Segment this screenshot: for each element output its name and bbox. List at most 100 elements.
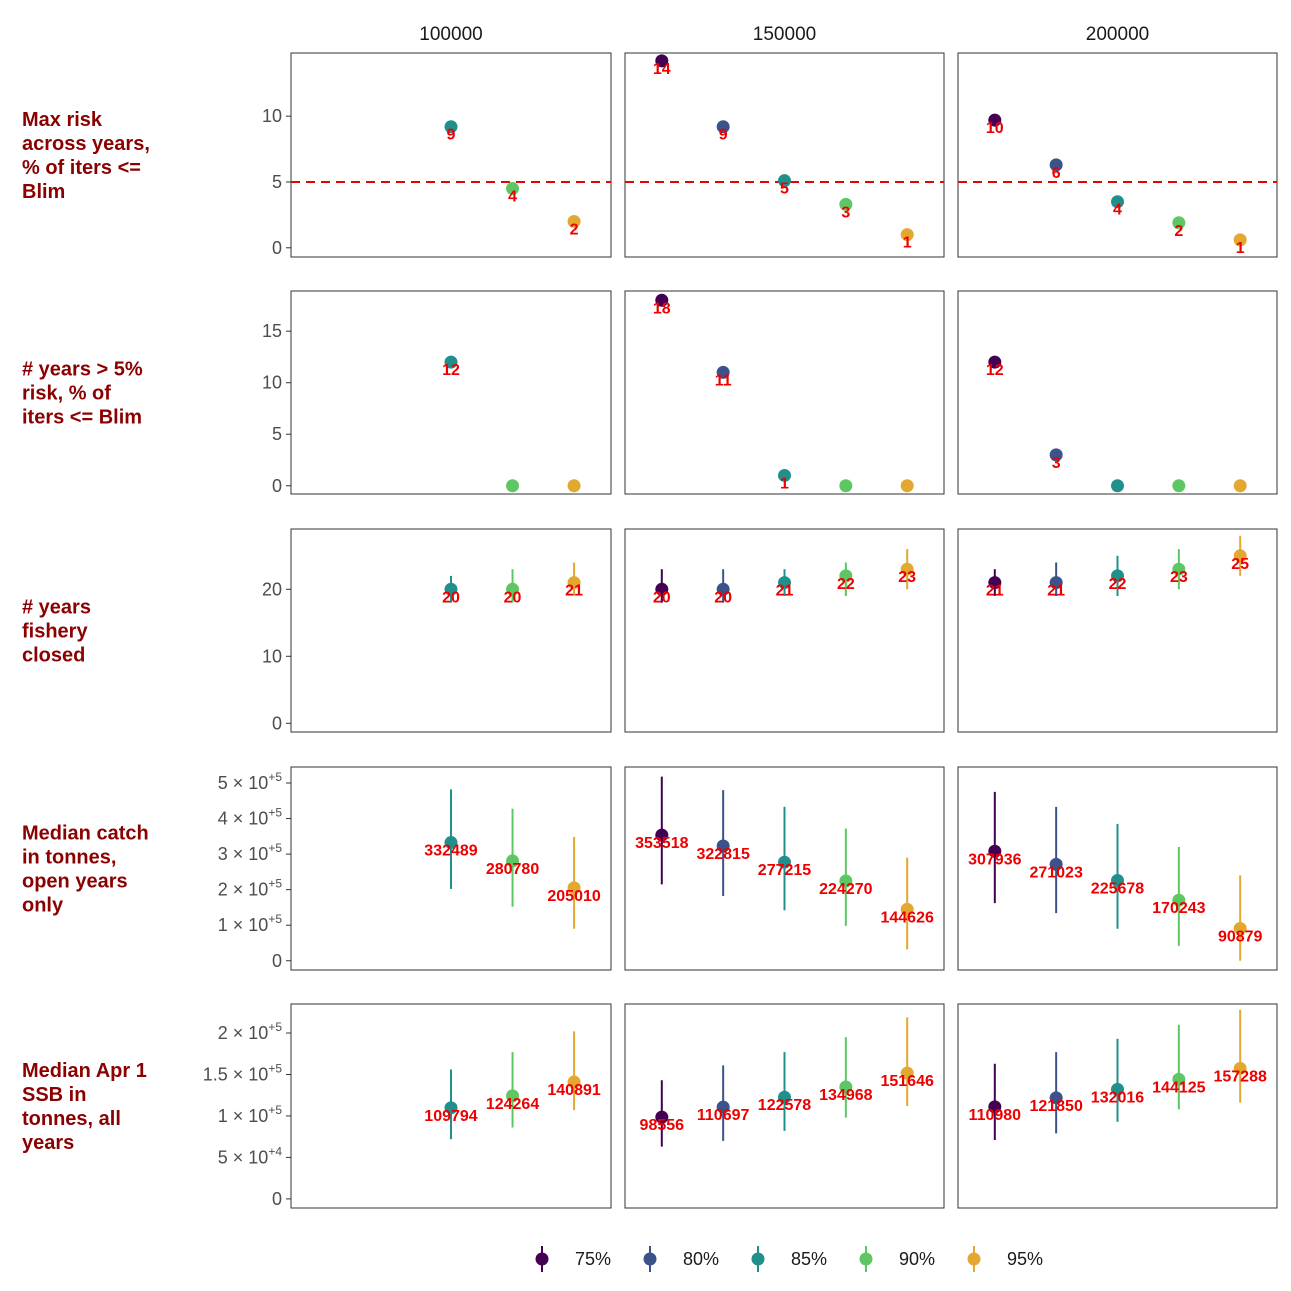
row-facet-label: Blim <box>22 181 65 203</box>
data-label: 90879 <box>1218 928 1263 945</box>
data-label: 307936 <box>968 851 1021 868</box>
data-point <box>988 355 1002 369</box>
legend-key-point <box>643 1252 657 1266</box>
data-label: 144125 <box>1152 1079 1205 1096</box>
row-facet-label: open years <box>22 871 128 893</box>
data-label: 12 <box>986 362 1004 379</box>
data-point <box>839 1080 853 1094</box>
data-point <box>900 562 914 576</box>
row-facet-label: closed <box>22 645 85 667</box>
data-point <box>900 228 914 242</box>
data-point <box>655 582 669 596</box>
row-facet-label: Median Apr 1 <box>22 1060 147 1082</box>
legend-label: 95% <box>1007 1249 1043 1269</box>
data-label: 353518 <box>635 835 688 852</box>
data-label: 23 <box>898 569 916 586</box>
data-point <box>1233 549 1247 563</box>
y-tick-label: 20 <box>262 579 282 599</box>
data-point <box>988 113 1002 127</box>
data-point <box>839 569 853 583</box>
y-tick-label: 4 × 10+5 <box>218 806 283 829</box>
y-tick-label: 3 × 10+5 <box>218 841 283 864</box>
column-facet-label: 150000 <box>753 24 816 45</box>
data-label: 1 <box>903 235 912 252</box>
data-point <box>655 54 669 68</box>
data-point <box>716 582 730 596</box>
y-tick-label: 5 <box>272 172 282 192</box>
data-label: 277215 <box>758 862 811 879</box>
row-facet-label: years <box>22 1132 74 1154</box>
data-label: 20 <box>714 589 732 606</box>
row-facet-label: fishery <box>22 621 88 643</box>
data-point <box>1049 158 1063 172</box>
data-point <box>716 839 730 853</box>
data-label: 14 <box>653 61 671 78</box>
data-label: 3 <box>1052 455 1061 472</box>
data-point <box>1233 233 1247 247</box>
data-label: 157288 <box>1213 1068 1266 1085</box>
data-point <box>506 1089 520 1103</box>
data-point <box>778 174 791 188</box>
data-label: 1 <box>780 475 789 492</box>
y-tick-label: 5 × 10+5 <box>218 770 283 793</box>
y-tick-label: 1.5 × 10+5 <box>203 1061 283 1084</box>
data-point <box>444 582 458 596</box>
y-tick-label: 0 <box>272 476 282 496</box>
data-point <box>506 582 520 596</box>
data-label: 122578 <box>758 1097 811 1114</box>
y-tick-label: 0 <box>272 951 282 971</box>
data-point <box>506 479 520 493</box>
data-label: 10 <box>986 120 1004 137</box>
row-facet-label: in tonnes, <box>22 847 116 869</box>
data-point <box>716 120 730 134</box>
data-point <box>506 182 520 196</box>
panel-frame <box>290 528 612 733</box>
y-tick-label: 10 <box>262 646 282 666</box>
data-label: 20 <box>653 589 671 606</box>
data-point <box>444 120 458 134</box>
data-label: 25 <box>1231 556 1249 573</box>
row-facet-label: risk, % of <box>22 383 111 405</box>
data-label: 2 <box>570 221 579 238</box>
data-point <box>988 576 1002 590</box>
data-point <box>1111 1082 1124 1096</box>
data-label: 322815 <box>696 846 749 863</box>
data-point <box>567 881 581 895</box>
data-point <box>1111 874 1124 888</box>
data-label: 12 <box>442 362 460 379</box>
data-point <box>839 874 853 888</box>
data-label: 124264 <box>486 1096 539 1113</box>
data-label: 332489 <box>424 843 477 860</box>
data-point <box>778 576 791 590</box>
panel-frame <box>624 528 945 733</box>
legend-key-point <box>751 1252 765 1266</box>
row-facet-label: Median catch <box>22 823 149 845</box>
data-label: 132016 <box>1091 1089 1144 1106</box>
y-tick-label: 2 × 10+5 <box>218 1020 283 1043</box>
data-label: 225678 <box>1091 881 1144 898</box>
row-facet-label: # years > 5% <box>22 359 143 381</box>
legend-label: 75% <box>575 1249 611 1269</box>
data-point <box>444 836 458 850</box>
data-point <box>567 576 581 590</box>
data-point <box>1172 562 1186 576</box>
y-tick-label: 0 <box>272 713 282 733</box>
data-label: 271023 <box>1029 864 1082 881</box>
data-point <box>1172 216 1186 230</box>
data-point <box>655 828 669 842</box>
panel-frame <box>957 52 1278 258</box>
data-label: 21 <box>565 583 583 600</box>
legend-key-point <box>535 1252 549 1266</box>
data-label: 3 <box>841 204 850 221</box>
legend-label: 85% <box>791 1249 827 1269</box>
data-point <box>1233 1061 1247 1075</box>
column-facet-label: 200000 <box>1086 24 1149 45</box>
data-point <box>1049 857 1063 871</box>
panel-frame <box>624 52 945 258</box>
data-label: 22 <box>837 576 855 593</box>
data-point <box>716 1100 730 1114</box>
data-point <box>567 214 581 228</box>
row-facet-label: iters <= Blim <box>22 407 142 429</box>
data-label: 11 <box>715 372 732 389</box>
